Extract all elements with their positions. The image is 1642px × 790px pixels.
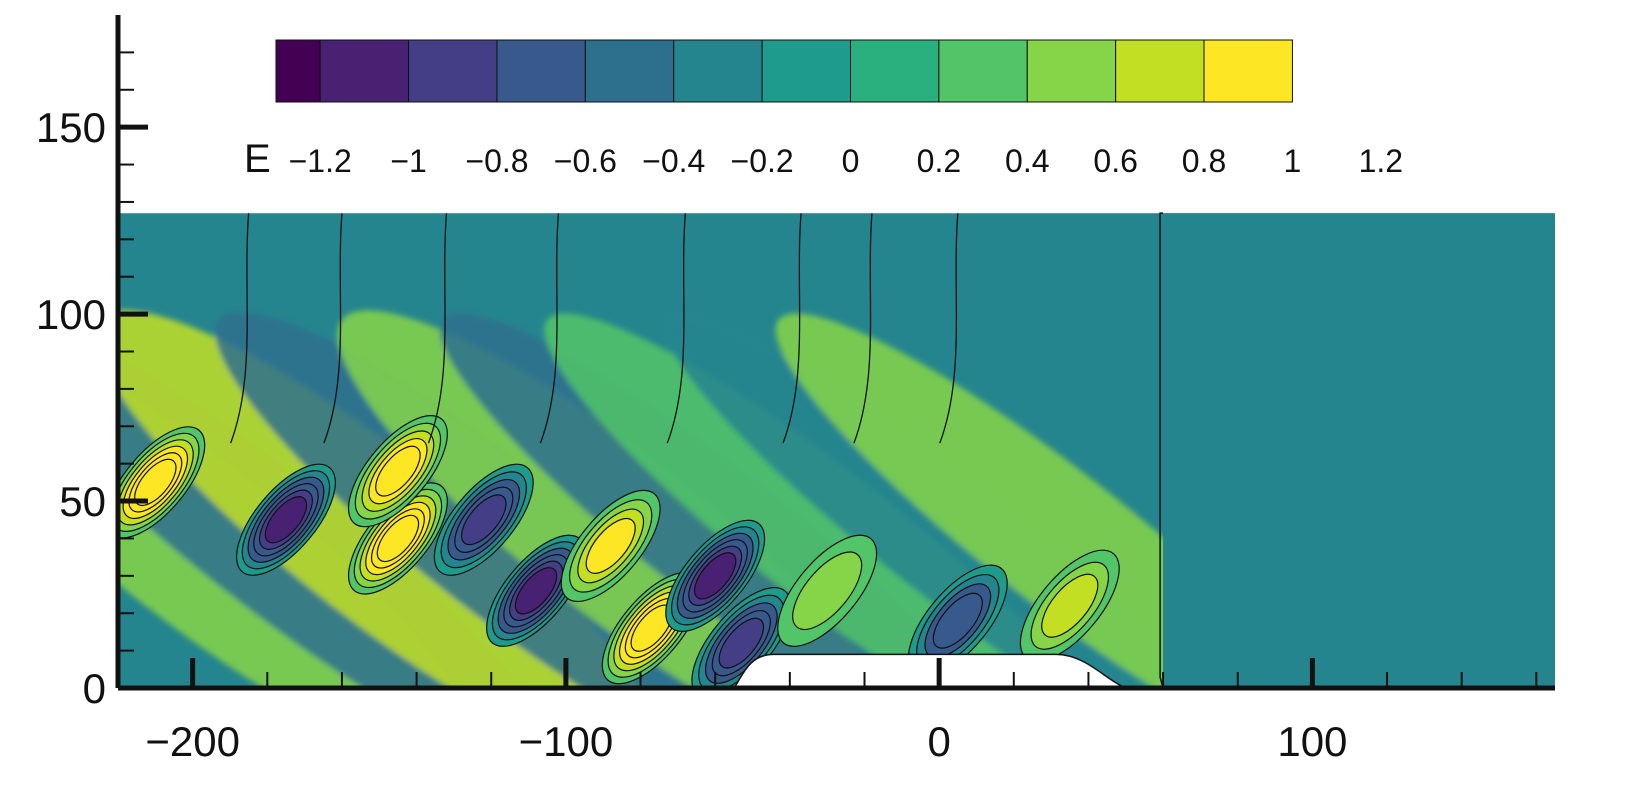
x-tick-label: 0: [927, 718, 950, 765]
obstacle-shape: [732, 653, 1127, 689]
y-tick-label: 100: [36, 291, 106, 338]
colorbar-swatch: [275, 39, 321, 103]
colorbar-swatch: [1203, 39, 1293, 103]
contour-line: [539, 213, 560, 444]
wave-packet: [560, 489, 661, 603]
wave-packet: [486, 534, 587, 647]
colorbar-tick-label: 0.4: [1005, 143, 1049, 179]
contour-line: [939, 213, 959, 444]
contour-level: [792, 551, 863, 631]
plot-area: [118, 212, 1555, 689]
contour-level: [376, 514, 420, 563]
colorbar-swatch: [496, 39, 586, 103]
wave-packet: [777, 534, 878, 647]
contour-level: [585, 517, 636, 574]
contour-level: [693, 552, 737, 600]
contour-field: [118, 213, 1555, 689]
x-tick-label: −100: [519, 718, 614, 765]
colorbar-swatch: [1026, 39, 1117, 103]
contour-line: [323, 213, 343, 444]
x-axis: −200 −100 0 100: [118, 658, 1555, 765]
colorbar-tick-labels: −1.2 −1 −0.8 −0.6 −0.4 −0.2 0 0.2 0.4 0.6 0.8 1 1.2: [289, 143, 1403, 179]
colorbar-tick-label: −1.2: [289, 143, 352, 179]
wave-packet: [347, 482, 448, 595]
colorbar-tick-label: −0.2: [731, 143, 794, 179]
contour-lines: [230, 213, 959, 444]
wave-packet: [907, 564, 1008, 677]
wave-packet: [433, 463, 534, 576]
colorbar-tick-label: −0.6: [554, 143, 617, 179]
colorbar-swatch: [319, 39, 410, 103]
contour-level: [461, 494, 507, 546]
colorbar-tick-label: 0: [842, 143, 860, 179]
colorbar-tick-label: 1.2: [1359, 143, 1403, 179]
colorbar-tick-label: −0.4: [642, 143, 705, 179]
colorbar-swatch: [761, 39, 851, 103]
contour-level: [264, 496, 308, 544]
colorbar-title: E: [244, 137, 271, 181]
contour-line: [666, 213, 686, 444]
colorbar-swatches: [275, 39, 1293, 103]
axes: −200 −100 0 100 0 50 100 150: [36, 15, 1555, 765]
x-tick-label: −200: [145, 718, 240, 765]
contour-level: [134, 458, 177, 506]
colorbar-swatch: [1115, 39, 1205, 103]
contour-level: [1041, 573, 1099, 638]
colorbar-swatch: [850, 39, 940, 103]
colorbar-tick-label: 0.6: [1093, 143, 1137, 179]
wave-packets: [118, 414, 1120, 689]
y-tick-label: 0: [83, 665, 106, 712]
contour-level: [718, 617, 765, 669]
colorbar-tick-label: 1: [1284, 143, 1302, 179]
y-tick-label: 150: [36, 104, 106, 151]
contour-line: [782, 213, 802, 444]
colorbar-tick-label: 0.2: [917, 143, 961, 179]
colorbar-tick-label: −1: [390, 143, 426, 179]
contour-level: [375, 445, 421, 497]
colorbar-tick-label: −0.8: [465, 143, 528, 179]
contour-level: [932, 592, 983, 649]
contour-line: [230, 213, 250, 444]
wave-packet: [347, 414, 448, 528]
y-tick-label: 50: [59, 478, 106, 525]
contour-level: [514, 567, 558, 615]
x-tick-label: 100: [1277, 718, 1347, 765]
colorbar: E −1.2 −1 −0.8 −0.6 −0.4 −0.2 0 0.2 0.4 0.6 0.8 1 1.…: [244, 39, 1403, 181]
wave-front-line: [1159, 212, 1164, 689]
colorbar-tick-label: 0.8: [1182, 143, 1226, 179]
colorbar-swatch: [408, 39, 498, 103]
y-axis: 0 50 100 150: [36, 15, 148, 712]
wave-packet: [1019, 549, 1120, 662]
wave-packet: [665, 519, 766, 632]
contour-line: [853, 213, 873, 444]
wave-packet: [118, 426, 206, 539]
wave-packet: [235, 463, 336, 576]
colorbar-swatch: [673, 39, 763, 103]
colorbar-swatch: [938, 39, 1028, 103]
contour-line: [427, 213, 448, 444]
wave-band: [664, 314, 1229, 689]
uniform-region: [1163, 213, 1555, 688]
wave-packet: [691, 586, 792, 689]
colorbar-swatch: [584, 39, 675, 103]
